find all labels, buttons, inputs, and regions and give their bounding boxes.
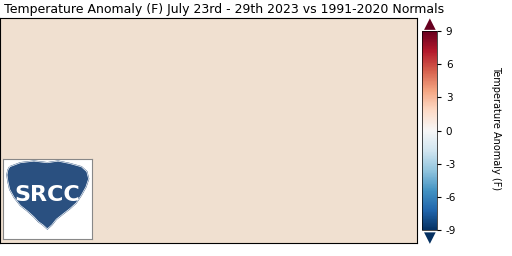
Text: Mean Temperature Anomaly (F) July 23rd - 29th 2023 vs 1991-2020 Normals: Mean Temperature Anomaly (F) July 23rd -… <box>0 3 444 16</box>
Polygon shape <box>7 161 89 229</box>
Text: ▼: ▼ <box>424 230 435 246</box>
Text: SRCC: SRCC <box>14 185 80 205</box>
Text: ▲: ▲ <box>424 16 435 31</box>
Text: Temperature Anomaly (F): Temperature Anomaly (F) <box>490 66 501 190</box>
